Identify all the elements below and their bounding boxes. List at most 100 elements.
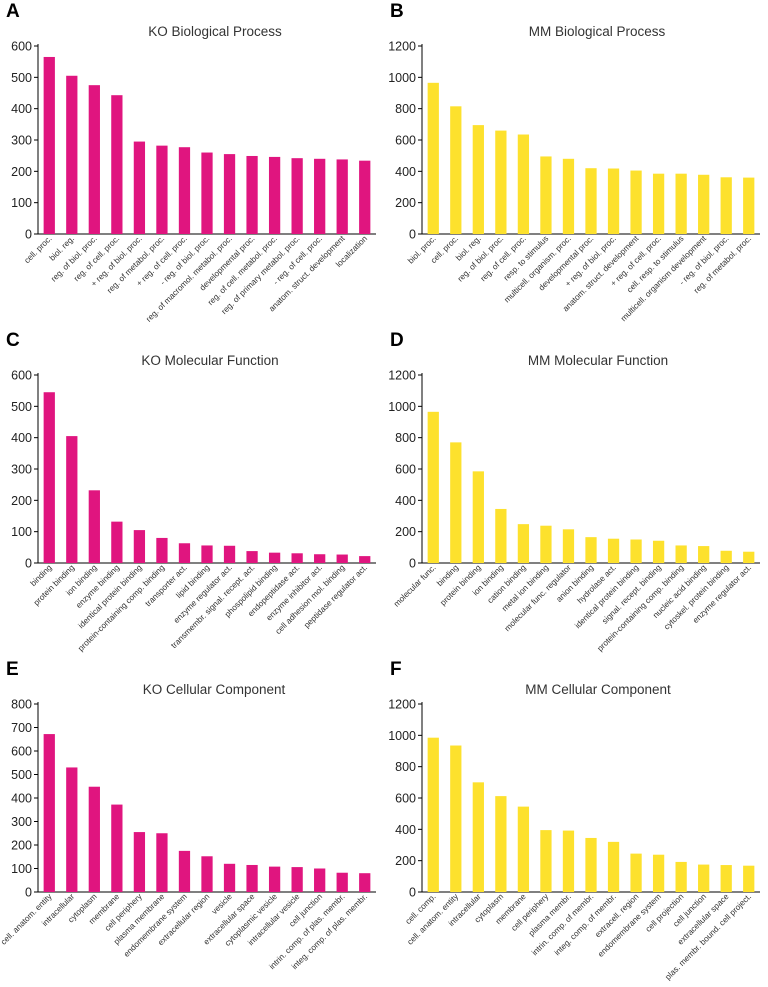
chart-title: KO Biological Process — [148, 24, 282, 39]
y-tick-label: 200 — [11, 839, 32, 853]
bar — [201, 152, 213, 234]
y-tick-label: 300 — [11, 463, 32, 477]
bar — [156, 537, 168, 563]
bar — [223, 545, 236, 563]
bar — [720, 865, 732, 892]
bar — [133, 832, 146, 892]
bar — [66, 75, 78, 235]
bar — [291, 158, 303, 234]
y-tick-label: 200 — [395, 854, 416, 868]
bar — [88, 85, 100, 235]
y-tick-label: 0 — [409, 557, 416, 571]
bar — [246, 864, 258, 892]
y-tick-label: 1000 — [388, 729, 416, 743]
bar — [291, 867, 303, 892]
y-tick-label: 200 — [11, 494, 32, 508]
bar — [585, 168, 597, 234]
bar — [630, 539, 642, 563]
y-tick-label: 100 — [11, 196, 32, 210]
y-tick-label: 600 — [11, 745, 32, 759]
bar — [630, 853, 642, 892]
bar — [607, 538, 620, 563]
bar — [675, 861, 687, 892]
bar — [268, 866, 281, 892]
chart-panel-c: C KO Molecular Function 0 100 200 300 400 500… — [0, 329, 384, 658]
bar — [585, 837, 597, 892]
chart-panel-a: A KO Biological Process 0 100 200 300 400 500… — [0, 0, 384, 329]
bar — [201, 856, 213, 892]
bar — [540, 156, 552, 234]
bar — [66, 436, 78, 563]
y-tick-label: 400 — [395, 823, 416, 837]
bar — [359, 873, 371, 892]
bar — [133, 141, 146, 234]
y-tick-label: 800 — [11, 698, 32, 712]
bar — [652, 540, 665, 563]
bar — [607, 168, 620, 234]
y-tick-label: 100 — [11, 862, 32, 876]
bar — [495, 130, 507, 234]
bar — [517, 806, 530, 892]
panel-letter: B — [390, 1, 404, 22]
bar — [698, 864, 710, 892]
y-tick-label: 600 — [395, 134, 416, 148]
chart-title: KO Molecular Function — [141, 353, 279, 368]
y-tick-label: 500 — [11, 400, 32, 414]
bar — [427, 82, 439, 234]
bar — [743, 865, 755, 892]
bar — [540, 525, 552, 563]
bar — [743, 177, 755, 234]
bar — [66, 767, 78, 892]
bar — [607, 841, 620, 892]
chart-title: MM Cellular Component — [525, 682, 671, 697]
bar — [472, 782, 484, 892]
bar — [630, 170, 642, 234]
y-tick-label: 0 — [409, 228, 416, 242]
y-tick-label: 400 — [395, 165, 416, 179]
bar — [43, 392, 55, 563]
y-tick-label: 800 — [395, 431, 416, 445]
bar — [111, 804, 123, 892]
bar — [585, 537, 597, 563]
bar — [427, 737, 439, 892]
bar — [43, 56, 55, 234]
panel-letter: C — [6, 330, 20, 351]
chart-title: MM Biological Process — [528, 24, 666, 39]
y-tick-label: 200 — [11, 165, 32, 179]
y-tick-label: 1200 — [388, 40, 416, 54]
bar — [743, 551, 755, 563]
bar — [698, 546, 710, 563]
bar — [517, 524, 530, 563]
y-tick-label: 800 — [395, 102, 416, 116]
y-tick-label: 0 — [25, 886, 32, 900]
y-tick-label: 300 — [11, 815, 32, 829]
bar — [720, 550, 732, 563]
bar — [43, 734, 55, 892]
bar — [246, 155, 258, 234]
y-tick-label: 1200 — [388, 698, 416, 712]
panel-letter: D — [390, 330, 404, 351]
bar — [246, 551, 258, 563]
bar — [178, 850, 191, 892]
bar — [111, 95, 123, 235]
y-tick-label: 400 — [11, 792, 32, 806]
bar — [517, 134, 530, 234]
bar — [88, 490, 100, 563]
bar — [88, 786, 100, 892]
y-tick-label: 600 — [11, 40, 32, 54]
bar — [495, 796, 507, 892]
bar — [336, 159, 348, 234]
y-tick-label: 700 — [11, 721, 32, 735]
y-tick-label: 0 — [25, 557, 32, 571]
y-tick-label: 0 — [25, 228, 32, 242]
panel-letter: F — [390, 659, 402, 680]
bar — [268, 552, 281, 563]
chart-panel-d: D MM Molecular Function 0 200 400 600 800 100… — [384, 329, 768, 658]
bar — [359, 160, 371, 234]
y-tick-label: 600 — [395, 463, 416, 477]
bar — [652, 854, 665, 892]
y-tick-label: 800 — [395, 760, 416, 774]
